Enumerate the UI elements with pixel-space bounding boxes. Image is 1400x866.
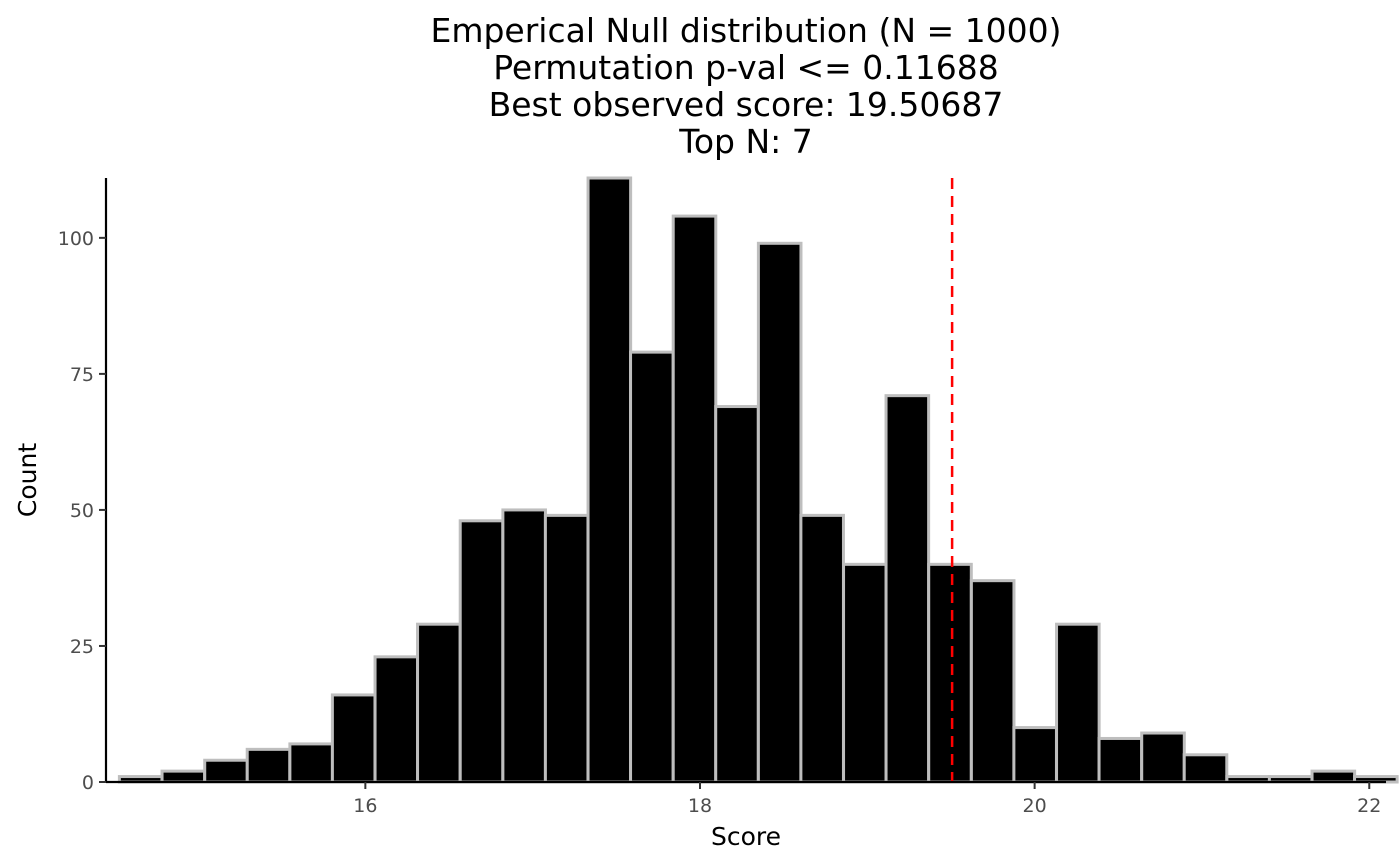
chart-title: Emperical Null distribution (N = 1000) P… bbox=[430, 11, 1061, 161]
histogram-bar bbox=[1182, 753, 1229, 784]
x-tick-label: 18 bbox=[688, 795, 712, 817]
histogram-bar bbox=[203, 758, 249, 784]
y-axis-title: Count bbox=[13, 443, 42, 517]
histogram-bar bbox=[969, 579, 1016, 784]
axes bbox=[99, 178, 1386, 789]
histogram-bar bbox=[458, 519, 505, 784]
title-line-4: Top N: 7 bbox=[678, 122, 812, 161]
histogram-bar bbox=[1310, 769, 1357, 784]
y-tick-label: 50 bbox=[70, 500, 94, 522]
histogram-bar bbox=[330, 693, 377, 784]
y-tick-label: 25 bbox=[70, 636, 94, 658]
histogram-bar bbox=[714, 405, 760, 784]
title-line-1: Emperical Null distribution (N = 1000) bbox=[430, 11, 1061, 50]
histogram-bar bbox=[501, 508, 547, 784]
histogram-bar bbox=[1055, 622, 1101, 784]
histogram-bar bbox=[842, 562, 888, 784]
title-line-3: Best observed score: 19.50687 bbox=[489, 85, 1004, 124]
histogram-bar bbox=[884, 394, 931, 784]
histogram-bar bbox=[1140, 731, 1186, 784]
histogram-bar bbox=[1012, 726, 1058, 784]
y-tick-label: 0 bbox=[82, 772, 94, 794]
y-tick-label: 100 bbox=[58, 228, 94, 250]
histogram-bar bbox=[756, 241, 803, 784]
histogram-bar bbox=[671, 214, 718, 784]
histogram-bar bbox=[1097, 736, 1144, 784]
x-axis-title: Score bbox=[711, 822, 781, 851]
histogram-bar bbox=[245, 747, 292, 784]
x-tick-label: 22 bbox=[1357, 795, 1381, 817]
histogram-bar bbox=[288, 742, 334, 784]
x-tick-label: 16 bbox=[353, 795, 377, 817]
histogram-bar bbox=[927, 562, 973, 784]
histogram-bar bbox=[416, 622, 462, 784]
histogram-bar bbox=[373, 655, 420, 784]
histogram-bars bbox=[117, 176, 1399, 784]
title-line-2: Permutation p-val <= 0.11688 bbox=[493, 48, 999, 87]
histogram-bar bbox=[586, 176, 633, 784]
histogram-bar bbox=[160, 769, 207, 784]
histogram-bar bbox=[629, 350, 675, 784]
tick-labels: 16 18 20 22 0 25 50 75 100 bbox=[58, 228, 1382, 817]
y-tick-label: 75 bbox=[70, 364, 94, 386]
histogram-bar bbox=[799, 513, 845, 784]
histogram-bar bbox=[543, 513, 590, 784]
x-tick-label: 20 bbox=[1023, 795, 1047, 817]
